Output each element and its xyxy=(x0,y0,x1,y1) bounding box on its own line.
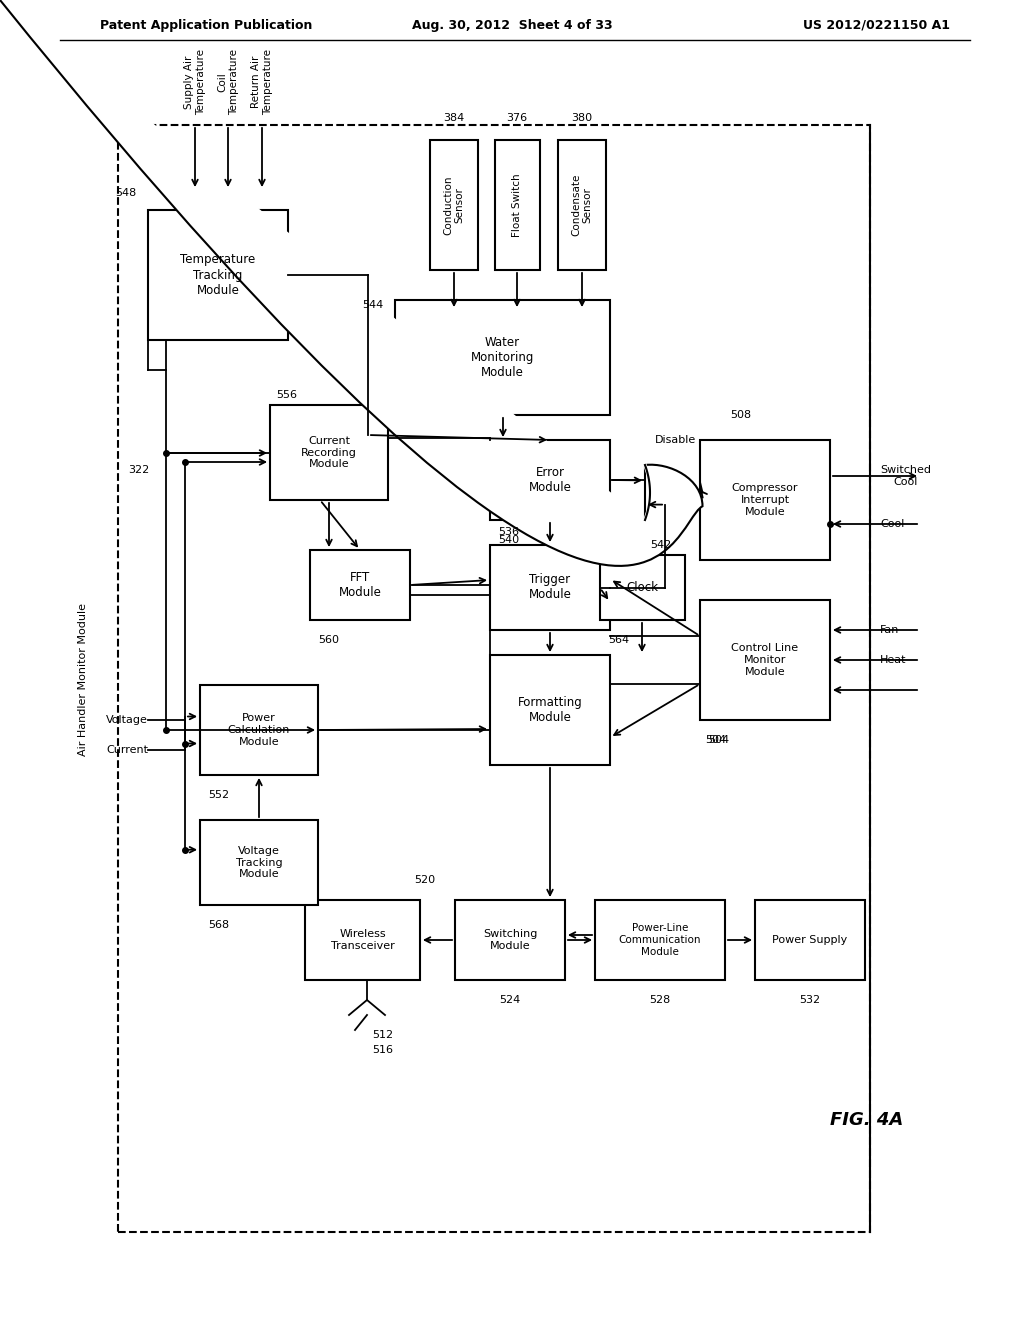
Text: Fan: Fan xyxy=(880,624,899,635)
Text: 524: 524 xyxy=(500,995,520,1005)
Bar xyxy=(490,440,610,520)
Text: Wireless
Transceiver: Wireless Transceiver xyxy=(331,929,394,950)
Text: 322: 322 xyxy=(128,465,150,475)
Text: 564: 564 xyxy=(608,635,629,645)
Text: 504: 504 xyxy=(705,735,726,744)
Bar xyxy=(200,685,318,775)
Text: Coil
Temperature: Coil Temperature xyxy=(217,49,239,115)
Text: FFT
Module: FFT Module xyxy=(339,572,381,599)
Text: Formatting
Module: Formatting Module xyxy=(517,696,583,723)
Text: Voltage: Voltage xyxy=(106,715,148,725)
Bar xyxy=(200,820,318,906)
Text: 540: 540 xyxy=(498,535,519,545)
Bar xyxy=(455,900,565,979)
Text: 532: 532 xyxy=(800,995,820,1005)
Text: Switched
Cool: Switched Cool xyxy=(880,465,931,487)
Text: Power Supply: Power Supply xyxy=(772,935,848,945)
Text: 542: 542 xyxy=(650,540,672,550)
Text: 376: 376 xyxy=(507,114,527,123)
Text: 528: 528 xyxy=(649,995,671,1005)
Bar xyxy=(700,440,830,560)
Text: Power
Calculation
Module: Power Calculation Module xyxy=(227,713,290,747)
Bar xyxy=(430,140,478,271)
Text: 556: 556 xyxy=(276,389,297,400)
Bar xyxy=(490,545,610,630)
Text: 552: 552 xyxy=(208,789,229,800)
Text: Current
Recording
Module: Current Recording Module xyxy=(301,436,357,469)
Text: Return Air
Temperature: Return Air Temperature xyxy=(251,49,272,115)
Bar xyxy=(395,300,610,414)
Bar xyxy=(700,601,830,719)
Text: 380: 380 xyxy=(571,114,593,123)
Bar xyxy=(118,125,870,1232)
Bar xyxy=(148,210,288,341)
Text: 512: 512 xyxy=(372,1030,393,1040)
Text: Control Line
Monitor
Module: Control Line Monitor Module xyxy=(731,643,799,677)
PathPatch shape xyxy=(0,465,702,1320)
Text: FIG. 4A: FIG. 4A xyxy=(830,1111,903,1129)
Text: Patent Application Publication: Patent Application Publication xyxy=(100,18,312,32)
Text: Air Handler Monitor Module: Air Handler Monitor Module xyxy=(78,603,88,756)
Text: Supply Air
Temperature: Supply Air Temperature xyxy=(184,49,206,115)
Text: Clock: Clock xyxy=(627,581,658,594)
Bar xyxy=(305,900,420,979)
Bar xyxy=(595,900,725,979)
Text: Conduction
Sensor: Conduction Sensor xyxy=(443,176,465,235)
Text: Heat: Heat xyxy=(880,655,906,665)
Text: 504: 504 xyxy=(708,735,729,744)
Bar xyxy=(310,550,410,620)
Text: 508: 508 xyxy=(730,411,752,420)
Text: Cool: Cool xyxy=(880,519,904,529)
Text: Float Switch: Float Switch xyxy=(512,173,522,236)
Text: Aug. 30, 2012  Sheet 4 of 33: Aug. 30, 2012 Sheet 4 of 33 xyxy=(412,18,612,32)
Text: 520: 520 xyxy=(414,875,435,884)
Text: 544: 544 xyxy=(361,300,383,310)
Bar xyxy=(600,554,685,620)
Text: Current: Current xyxy=(106,744,148,755)
Text: 560: 560 xyxy=(318,635,339,645)
Bar xyxy=(755,900,865,979)
Text: Temperature
Tracking
Module: Temperature Tracking Module xyxy=(180,253,256,297)
Text: 536: 536 xyxy=(498,527,519,537)
Text: 384: 384 xyxy=(443,114,465,123)
Text: Water
Monitoring
Module: Water Monitoring Module xyxy=(471,337,535,379)
Bar xyxy=(495,140,540,271)
Bar xyxy=(270,405,388,500)
Text: Error
Module: Error Module xyxy=(528,466,571,494)
Text: US 2012/0221150 A1: US 2012/0221150 A1 xyxy=(803,18,950,32)
Text: Condensate
Sensor: Condensate Sensor xyxy=(571,174,593,236)
Text: 516: 516 xyxy=(372,1045,393,1055)
Bar xyxy=(558,140,606,271)
Text: 568: 568 xyxy=(208,920,229,931)
Text: Voltage
Tracking
Module: Voltage Tracking Module xyxy=(236,846,283,879)
Text: Trigger
Module: Trigger Module xyxy=(528,573,571,602)
Bar xyxy=(490,655,610,766)
Text: Switching
Module: Switching Module xyxy=(482,929,538,950)
Text: Power-Line
Communication
Module: Power-Line Communication Module xyxy=(618,924,701,957)
Text: Disable: Disable xyxy=(654,436,695,445)
Text: 548: 548 xyxy=(115,187,136,198)
Text: Compressor
Interrupt
Module: Compressor Interrupt Module xyxy=(732,483,799,516)
